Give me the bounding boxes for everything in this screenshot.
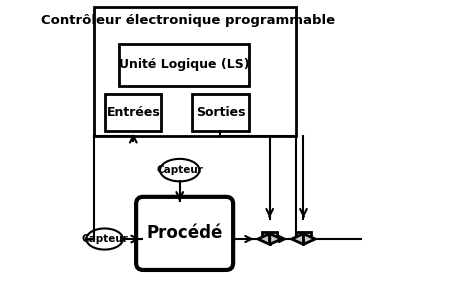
Text: Entrées: Entrées bbox=[107, 106, 160, 119]
FancyBboxPatch shape bbox=[262, 232, 277, 239]
Polygon shape bbox=[303, 234, 315, 244]
Text: Capteur: Capteur bbox=[156, 165, 203, 175]
Polygon shape bbox=[258, 234, 270, 244]
Ellipse shape bbox=[160, 159, 199, 181]
Polygon shape bbox=[270, 234, 282, 244]
Ellipse shape bbox=[86, 228, 123, 250]
Polygon shape bbox=[292, 234, 303, 244]
FancyBboxPatch shape bbox=[192, 94, 248, 131]
FancyBboxPatch shape bbox=[105, 94, 162, 131]
Text: Sorties: Sorties bbox=[196, 106, 245, 119]
FancyBboxPatch shape bbox=[136, 197, 233, 270]
FancyBboxPatch shape bbox=[94, 7, 297, 136]
Text: Procédé: Procédé bbox=[146, 224, 223, 243]
FancyBboxPatch shape bbox=[119, 43, 248, 86]
Text: Contrôleur électronique programmable: Contrôleur électronique programmable bbox=[41, 14, 335, 27]
Text: Unité Logique (LS): Unité Logique (LS) bbox=[119, 58, 249, 71]
Text: Capteur: Capteur bbox=[81, 234, 128, 244]
FancyBboxPatch shape bbox=[296, 232, 311, 239]
